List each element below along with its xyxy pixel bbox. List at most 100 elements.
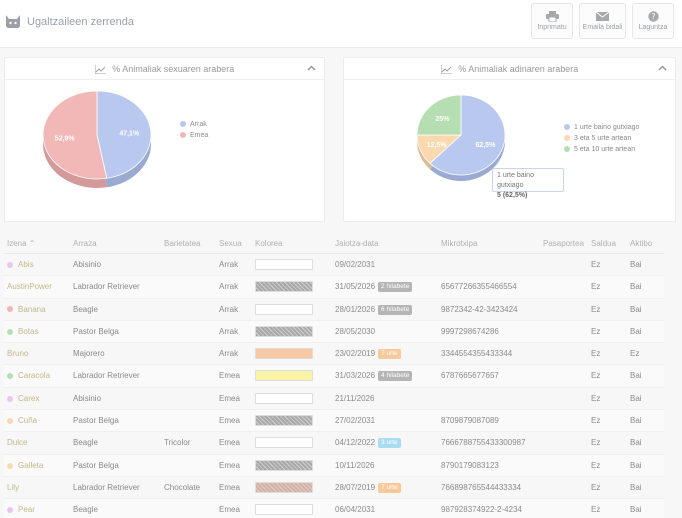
sex-pie-chart: 47,1% 52,9% [42, 90, 152, 188]
animal-name-link[interactable]: Carex [7, 394, 39, 403]
column-header-izena[interactable]: Izena ⌃ [7, 239, 36, 248]
animal-name-link[interactable]: AustinPower [7, 282, 52, 291]
table-row[interactable]: Caracola Labrador Retriever Emea 31/03/2026… [4, 365, 664, 388]
sex-cell: Arrak [219, 349, 239, 359]
active-cell: Ez [630, 349, 640, 359]
legend-dot [180, 132, 186, 139]
sex-chart-title: % Animaliak sexuaren arabera [112, 64, 235, 74]
table-row[interactable]: Cuña Pastor Belga Emea 27/02/2031 8709879087… [4, 410, 664, 433]
animal-name: AustinPower [7, 282, 52, 292]
legend-dot [564, 124, 570, 131]
birth-date-cell: 21/11/2026 [335, 393, 375, 403]
animal-name-link[interactable]: Cuña [7, 416, 37, 425]
table-row[interactable]: Galleta Pastor Belga Emea 10/11/2026 8790179… [4, 454, 664, 477]
column-header-barietatea[interactable]: Barietatea [164, 239, 201, 248]
column-header-saldua[interactable]: Saldua [591, 239, 616, 248]
pie-slice-1-urte-baino-gutxiago[interactable] [429, 94, 506, 176]
table-row[interactable]: Abis Abisinio Arrak 09/02/2031 Ez Bai [4, 254, 664, 277]
age-chart-title: % Animaliak adinaren arabera [458, 64, 579, 74]
pie-slice-5-eta-10-urte-artean[interactable] [416, 94, 462, 136]
active-cell: Bai [630, 438, 642, 448]
collapse-chevron-icon[interactable] [307, 64, 316, 73]
column-header-arraza[interactable]: Arraza [73, 239, 97, 248]
status-dot [7, 261, 13, 268]
pie-slice-emea[interactable] [42, 90, 108, 180]
column-header-kolorea[interactable]: Kolorea [255, 239, 283, 248]
birth-date-cell: 28/07/2019 7 urte [335, 482, 401, 493]
table-row[interactable]: Dulce Beagle Tricolor Emea 04/12/2022 3 urte 7… [4, 432, 664, 455]
microchip-cell: 987928374922-2-4234 [441, 505, 522, 515]
legend-item[interactable]: 3 eta 5 urte artean [564, 133, 639, 144]
status-dot [7, 507, 13, 514]
animal-name-link[interactable]: Bruno [7, 349, 28, 358]
animal-name-link[interactable]: Galleta [7, 461, 43, 470]
legend-item[interactable]: 1 urte baino gutxiago [564, 122, 639, 133]
active-cell: Bai [630, 393, 642, 403]
animal-name-link[interactable]: Banana [7, 305, 46, 314]
animal-name-link[interactable]: Lily [7, 483, 19, 492]
legend-dot [564, 146, 570, 153]
age-chart-header: % Animaliak adinaren arabera [344, 58, 675, 80]
animal-name-link[interactable]: Abis [7, 260, 34, 269]
column-header-jaiotza-data[interactable]: Jaiotza-data [335, 239, 379, 248]
color-swatch [255, 437, 313, 449]
column-header-pasaportea[interactable]: Pasaportea [543, 239, 584, 248]
collapse-chevron-icon[interactable] [658, 64, 667, 73]
table-row[interactable]: Lily Labrador Retriever Chocolate Emea 28/07… [4, 477, 664, 500]
variety-cell: Tricolor [164, 438, 191, 448]
status-dot [7, 328, 13, 335]
age-badge: 4 hilabete [378, 371, 413, 382]
table-body: Abis Abisinio Arrak 09/02/2031 Ez Bai AustinPo… [4, 254, 664, 518]
sex-cell: Arrak [219, 260, 239, 269]
age-badge: 6 hilabete [378, 304, 413, 315]
breed-cell: Beagle [73, 438, 98, 448]
pie-value-label: 47,1% [119, 131, 140, 138]
sold-cell: Ez [591, 438, 601, 448]
color-swatch [255, 348, 313, 360]
animal-name-link[interactable]: Caracola [7, 371, 50, 380]
table-row[interactable]: Pear Beagle Emea 06/04/2031 987928374922-2-4… [4, 499, 664, 518]
table-row[interactable]: Carex Abisinio Emea 21/11/2026 Ez Bai [4, 388, 664, 411]
page-title: Ugaltzaileen zerrenda [27, 16, 135, 28]
table-row[interactable]: Banana Beagle Arrak 28/01/2026 6 hilabete 987… [4, 299, 664, 321]
color-swatch [255, 325, 313, 337]
active-cell: Bai [630, 416, 642, 426]
help-label: Laguntza [638, 24, 668, 31]
table-row[interactable]: Botas Pastor Belga Arrak 28/05/2030 99972986… [4, 320, 664, 344]
age-pie-chart: 62,5% 12,5% 25% [416, 94, 506, 181]
breed-cell: Labrador Retriever [73, 282, 140, 292]
column-header-sexua[interactable]: Sexua [219, 239, 242, 248]
pie-slice-arrak[interactable] [96, 90, 152, 179]
status-dot [7, 373, 13, 380]
animal-name: Caracola [18, 371, 51, 381]
color-swatch [255, 504, 313, 516]
help-button[interactable]: ? Laguntza [632, 3, 674, 39]
active-cell: Bai [630, 460, 642, 470]
print-button[interactable]: Inprimatu [531, 3, 573, 39]
table-row[interactable]: AustinPower Labrador Retriever Arrak 31/05/… [4, 276, 664, 299]
sex-cell: Emea [219, 482, 240, 492]
birth-date-cell: 10/11/2026 [335, 460, 375, 470]
animal-name: Galleta [18, 460, 44, 470]
variety-cell: Chocolate [164, 482, 201, 492]
legend-label: Arrak [190, 121, 207, 128]
animal-name-link[interactable]: Dulce [7, 438, 27, 447]
table-row[interactable]: Bruno Majorero Arrak 23/02/2019 7 urte 334455… [4, 343, 664, 366]
birth-date-cell: 31/03/2026 4 hilabete [335, 371, 413, 382]
legend-item[interactable]: Arrak [180, 119, 208, 130]
animal-name-link[interactable]: Pear [7, 505, 35, 514]
table-header: Izena ⌃ Arraza Barietatea Sexua Kolorea Jaiot… [4, 232, 664, 254]
animal-name: Abis [18, 260, 34, 269]
age-chart-legend: 1 urte baino gutxiago 3 eta 5 urte artean… [564, 122, 639, 155]
animal-name: Carex [18, 393, 40, 403]
legend-item[interactable]: Emea [180, 130, 208, 141]
pie-value-label: 62,5% [475, 142, 496, 149]
animal-name-link[interactable]: Botas [7, 327, 38, 336]
column-header-aktibo[interactable]: Aktibo [630, 239, 653, 248]
legend-item[interactable]: 5 eta 10 urte artean [564, 144, 639, 155]
column-header-mikrotxipa[interactable]: Mikrotxipa [441, 239, 478, 248]
send-email-button[interactable]: Emaila bidali [579, 3, 626, 39]
active-cell: Bai [630, 304, 642, 314]
sex-cell: Arrak [219, 304, 239, 314]
age-badge: 7 urte [378, 482, 401, 493]
